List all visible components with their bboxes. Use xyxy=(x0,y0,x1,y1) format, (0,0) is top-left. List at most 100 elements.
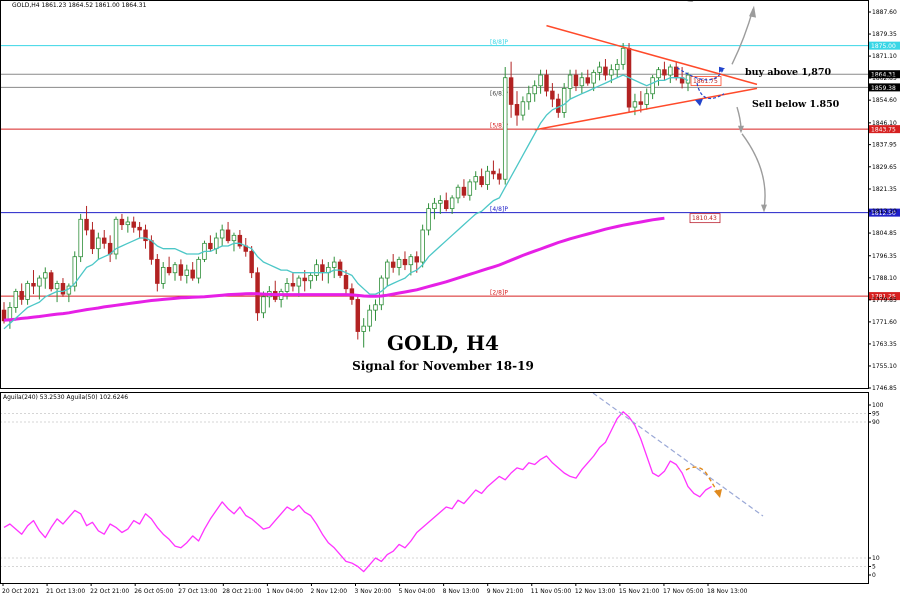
time-tick-label: 22 Oct 21:00 xyxy=(90,588,129,595)
candle-body xyxy=(426,208,431,231)
time-tick-label: 12 Nov 13:00 xyxy=(575,588,616,595)
candle-body xyxy=(143,229,148,242)
candle-body xyxy=(408,256,414,266)
candle-body xyxy=(48,272,54,290)
candle-body xyxy=(166,266,172,274)
current-price-tag-text: 1859.38 xyxy=(871,85,896,92)
downside-target-arrow xyxy=(741,133,766,210)
candle-body xyxy=(1,309,7,322)
up-arrowhead xyxy=(719,66,725,73)
candle-body xyxy=(131,221,136,228)
price-tick-label: 1779.85 xyxy=(872,297,897,304)
oscillator-tick-label: 90 xyxy=(872,419,880,426)
candle-body xyxy=(355,299,361,332)
candle-body xyxy=(160,266,166,284)
price-tick-label: 1763.35 xyxy=(872,341,897,348)
level-price-tag-text: 1781.25 xyxy=(871,294,896,301)
candle-body xyxy=(432,202,437,210)
murrey-level-label: [2/8]P xyxy=(490,290,508,297)
inline-price-tag-text: 1861.75 xyxy=(693,78,718,85)
candle-body xyxy=(544,74,549,92)
triangle-upper-line xyxy=(546,24,758,86)
murrey-level-label: [4/8]P xyxy=(490,206,508,213)
candle-body xyxy=(508,77,514,105)
candle-body xyxy=(78,218,83,258)
candle-body xyxy=(155,258,160,284)
chart-title: GOLD, H4 xyxy=(387,331,499,355)
price-tick-label: 1854.60 xyxy=(872,97,897,104)
level-price-tag xyxy=(869,292,900,301)
candle-body xyxy=(579,77,585,87)
candle-body xyxy=(125,221,131,226)
candle-body xyxy=(420,229,425,263)
candle-body xyxy=(532,85,537,95)
murrey-level-label: [6/8]P xyxy=(490,91,508,98)
candle-body xyxy=(320,264,325,274)
down-arrowhead xyxy=(695,98,703,107)
oscillator-tick-label: 10 xyxy=(872,555,880,562)
candle-body xyxy=(668,66,673,76)
level-price-tag xyxy=(869,41,900,50)
candle-body xyxy=(656,69,661,79)
time-tick-label: 15 Nov 21:00 xyxy=(619,588,660,595)
candle-body xyxy=(396,258,402,268)
candle-body xyxy=(208,242,213,250)
candle-body xyxy=(361,325,366,332)
price-tick-label: 1771.60 xyxy=(872,319,897,326)
time-tick-label: 5 Nov 04:00 xyxy=(399,588,436,595)
candle-body xyxy=(43,272,48,279)
time-tick-label: 11 Nov 05:00 xyxy=(531,588,572,595)
price-tick-label: 1837.95 xyxy=(872,142,897,149)
candle-body xyxy=(550,90,555,100)
candle-body xyxy=(231,234,237,242)
level-price-tag xyxy=(869,125,900,134)
price-tick-label: 1887.60 xyxy=(872,9,897,16)
candle-body xyxy=(13,291,19,308)
price-tick-label: 1788.10 xyxy=(872,275,897,282)
candle-body xyxy=(414,256,419,263)
candle-body xyxy=(290,283,296,287)
candle-body xyxy=(444,200,449,210)
oscillator-tick-label: 100 xyxy=(872,402,884,409)
oscillator-panel-frame xyxy=(0,392,869,584)
candle-body xyxy=(225,229,231,242)
candle-body xyxy=(37,277,42,287)
candle-body xyxy=(19,291,24,300)
candle-body xyxy=(119,218,125,226)
price-tick-label: 1746.85 xyxy=(872,385,897,392)
candle-body xyxy=(632,101,638,108)
candle-body xyxy=(302,277,307,282)
price-tick-label: 1829.65 xyxy=(872,164,897,171)
time-tick-label: 1 Nov 04:00 xyxy=(266,588,303,595)
price-tick-label: 1821.35 xyxy=(872,186,897,193)
candle-body xyxy=(591,71,596,84)
time-tick-label: 28 Oct 21:00 xyxy=(222,588,261,595)
main-panel-frame xyxy=(0,0,869,389)
chart-subtitle: Signal for November 18-19 xyxy=(352,359,534,373)
candle-body xyxy=(673,66,679,79)
candle-body xyxy=(184,269,190,276)
candle-body xyxy=(373,304,378,311)
candle-body xyxy=(644,93,649,105)
candle-body xyxy=(514,104,520,116)
murrey-level-label: [8/8]P xyxy=(490,39,508,46)
candle-body xyxy=(485,170,490,185)
candle-body xyxy=(662,69,667,76)
candle-body xyxy=(567,74,573,89)
murrey-level-label: [5/8]P xyxy=(490,123,508,130)
time-tick-label: 18 Nov 13:00 xyxy=(707,588,748,595)
candle-body xyxy=(438,200,443,204)
oscillator-tick-label: 5 xyxy=(872,564,876,571)
time-tick-label: 8 Nov 13:00 xyxy=(443,588,480,595)
candle-body xyxy=(196,258,201,279)
price-tick-label: 1862.85 xyxy=(872,75,897,82)
candle-body xyxy=(60,283,66,295)
candle-body xyxy=(620,47,626,65)
candle-body xyxy=(137,226,142,231)
candle-body xyxy=(178,264,184,276)
level-price-tag-text: 1812.50 xyxy=(871,210,896,217)
downside-arrowhead-1 xyxy=(738,125,744,134)
candle-body xyxy=(367,309,372,327)
oscillator-line xyxy=(3,411,712,573)
